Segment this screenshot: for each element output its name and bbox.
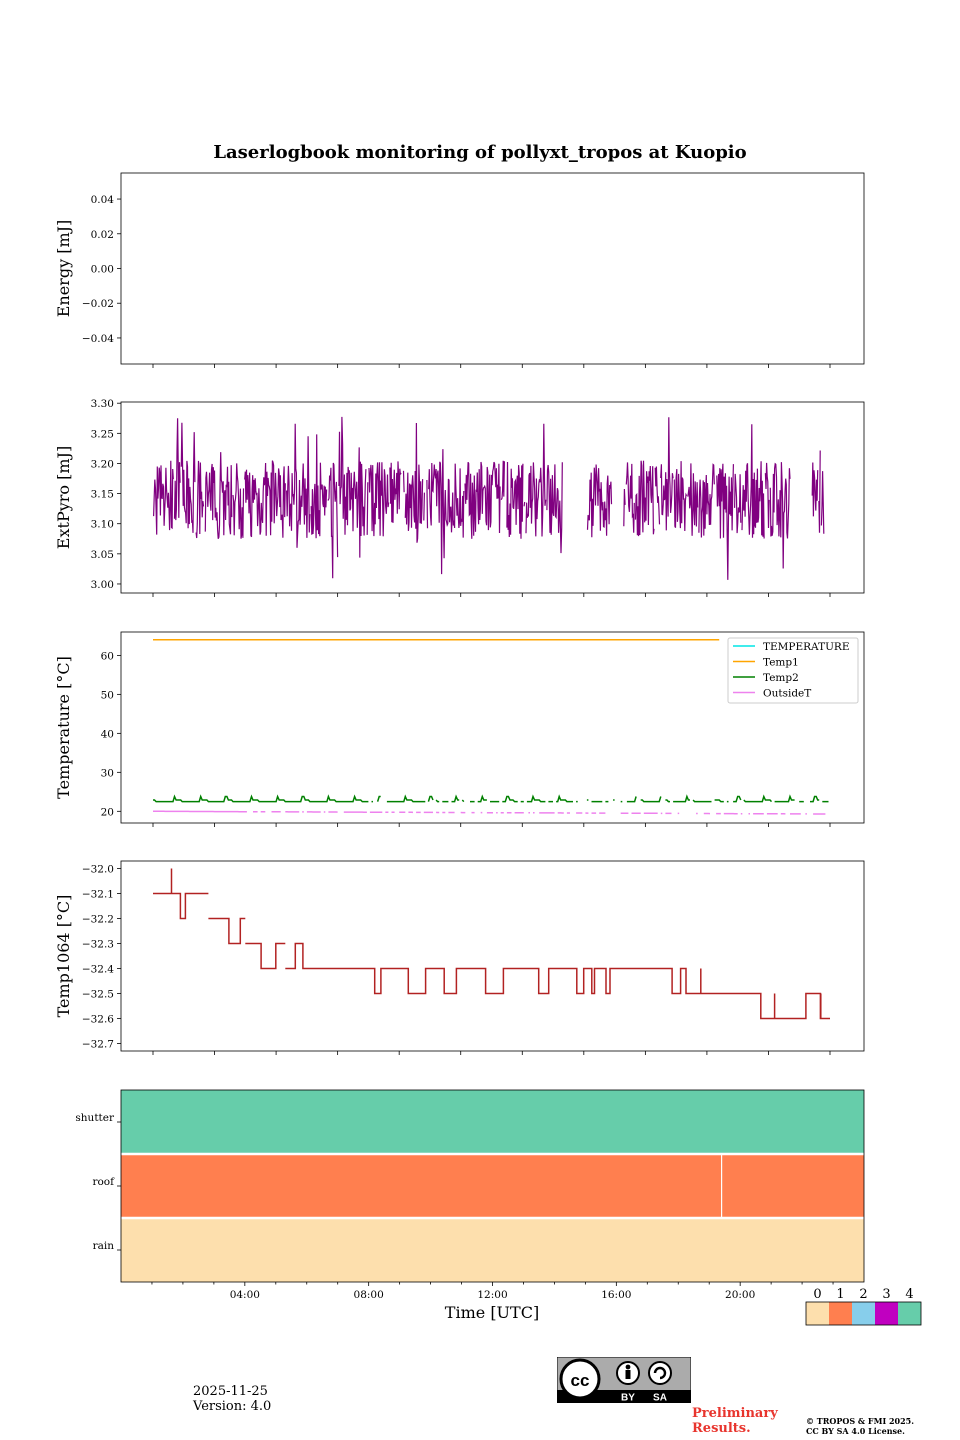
copyright-line-2: CC BY SA 4.0 License. <box>806 1426 905 1436</box>
y-tick-label: 3.25 <box>91 428 114 440</box>
x-tick-label: 20:00 <box>725 1289 755 1301</box>
legend-label: Temp2 <box>763 672 799 684</box>
y-tick-label: −32.0 <box>82 864 114 876</box>
x-tick-label: 08:00 <box>354 1289 384 1301</box>
report-date: 2025-11-25 <box>193 1384 268 1399</box>
y-tick-label: −32.5 <box>82 989 114 1001</box>
sa-label: SA <box>653 1393 667 1404</box>
results-label: Results. <box>692 1421 751 1436</box>
status-value-label: 0 <box>813 1287 821 1302</box>
y-tick-label: 3.05 <box>91 549 114 561</box>
cc-by-sa-license-badge: cc BY SA <box>557 1357 691 1403</box>
y-tick-label: −0.04 <box>82 333 114 345</box>
by-label: BY <box>621 1393 635 1404</box>
temp2-series-line <box>153 794 829 803</box>
y-tick-label: −32.6 <box>82 1014 114 1026</box>
y-tick-label: 30 <box>101 767 114 779</box>
legend-label: OutsideT <box>763 688 811 700</box>
y-tick-label: 60 <box>101 650 114 662</box>
x-tick-label: 04:00 <box>230 1289 260 1301</box>
y-tick-label: 40 <box>101 728 114 740</box>
row-label: rain <box>93 1240 115 1252</box>
chart-title: Laserlogbook monitoring of pollyxt_tropo… <box>213 142 746 163</box>
status-value-label: 3 <box>882 1287 890 1302</box>
y-tick-label: −32.1 <box>82 889 114 901</box>
status-cell-roof <box>121 1154 864 1218</box>
y-tick-label: 3.10 <box>91 519 114 531</box>
status-value-label: 2 <box>859 1287 867 1302</box>
legend-box <box>727 637 859 704</box>
y-tick-label: −32.4 <box>82 964 114 976</box>
y-tick-label: 0.02 <box>91 229 114 241</box>
y-tick-label: −0.02 <box>82 298 114 310</box>
legend-label: Temp1 <box>763 657 799 669</box>
y-axis-label: Energy [mJ] <box>54 220 73 318</box>
status-swatch-4 <box>898 1302 921 1325</box>
y-axis-label: Temperature [°C] <box>54 656 73 799</box>
y-tick-label: 50 <box>101 689 114 701</box>
y-tick-label: 3.00 <box>91 579 114 591</box>
preliminary-notice: Preliminary Results. <box>692 1406 778 1436</box>
legend-label: TEMPERATURE <box>763 641 850 653</box>
y-tick-label: −32.7 <box>82 1039 114 1051</box>
y-axis-label: ExtPyro [mJ] <box>54 446 73 549</box>
x-tick-label: 16:00 <box>601 1289 631 1301</box>
temp1064-series-line <box>153 868 830 1020</box>
axes-frame <box>120 860 865 1052</box>
extpyro-series-line <box>153 416 825 580</box>
x-axis-label: Time [UTC] <box>445 1303 539 1322</box>
y-tick-label: 0.04 <box>91 194 115 206</box>
status-swatch-3 <box>875 1302 898 1325</box>
status-cell-rain <box>121 1218 864 1282</box>
y-tick-label: −32.2 <box>82 914 114 926</box>
status-colorbar-frame <box>805 1301 922 1326</box>
status-swatch-0 <box>806 1302 829 1325</box>
status-swatch-1 <box>829 1302 852 1325</box>
report-info: 2025-11-25 Version: 4.0 <box>193 1384 271 1414</box>
copyright-notice: © TROPOS & FMI 2025. CC BY SA 4.0 Licens… <box>806 1416 914 1436</box>
y-tick-label: 3.30 <box>91 398 114 410</box>
panel-4: −32.7 −32.6 −32.5 −32.4 −32.3 −32.2 −32.1 −32.0… <box>54 860 865 1055</box>
row-label: shutter <box>75 1112 115 1124</box>
status-value-label: 4 <box>905 1287 913 1302</box>
share-alike-icon <box>648 1361 672 1385</box>
report-version: Version: 4.0 <box>193 1399 272 1414</box>
y-tick-label: 3.15 <box>91 489 114 501</box>
panel-2: 3.00 3.05 3.10 3.15 3.20 3.25 3.30 ExtPyro [mJ] <box>54 398 865 597</box>
axes-frame <box>120 1089 865 1283</box>
x-tick-label: 12:00 <box>477 1289 507 1301</box>
copyright-line-1: © TROPOS & FMI 2025. <box>806 1416 915 1426</box>
row-label: roof <box>92 1176 115 1188</box>
y-tick-label: 20 <box>101 806 114 818</box>
y-tick-label: 3.20 <box>91 458 114 470</box>
panel-3: 20 30 40 50 60 Temperature [°C] TEMPERATURE Tem… <box>54 631 865 827</box>
panel-1: −0.04 −0.02 0.00 0.02 0.04 Energy [mJ] <box>54 172 865 368</box>
cc-text: cc <box>571 1371 590 1390</box>
cc-icon <box>559 1358 601 1400</box>
status-value-label: 1 <box>836 1287 844 1302</box>
axes-frame <box>120 172 865 365</box>
panel-5: shutter roof rain 04:00 08:00 12:00 16:00 20:00 <box>75 1089 865 1301</box>
preliminary-label: Preliminary <box>692 1406 778 1421</box>
y-axis-label: Temp1064 [°C] <box>54 895 73 1018</box>
axes-frame <box>120 631 865 824</box>
y-tick-label: 0.00 <box>91 264 114 276</box>
status-cell-shutter <box>121 1090 864 1154</box>
status-swatch-2 <box>852 1302 875 1325</box>
y-tick-label: −32.3 <box>82 939 114 951</box>
axes-frame <box>120 401 865 594</box>
outsidet-series-line <box>153 811 829 814</box>
